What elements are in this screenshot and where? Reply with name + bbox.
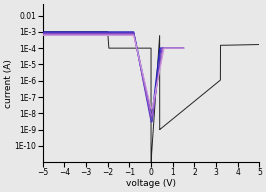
Y-axis label: current (A): current (A)	[4, 59, 13, 108]
X-axis label: voltage (V): voltage (V)	[126, 179, 176, 188]
